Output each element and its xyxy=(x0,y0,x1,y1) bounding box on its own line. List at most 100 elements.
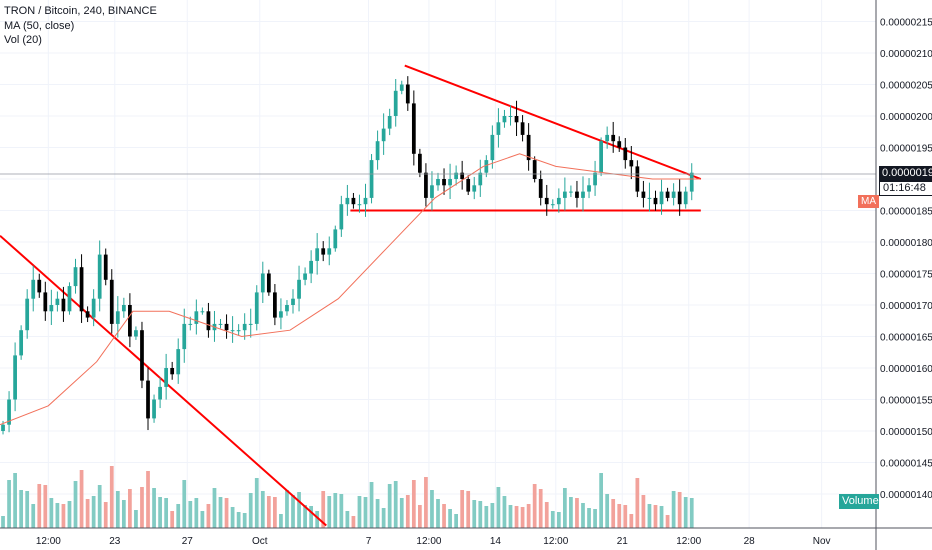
candle-body xyxy=(629,160,634,167)
candle-body xyxy=(659,191,664,205)
symbol-title: TRON / Bitcoin, 240, BINANCE xyxy=(4,5,157,17)
candle-body xyxy=(309,260,314,274)
candle-body xyxy=(224,323,229,331)
volume-bar xyxy=(146,471,150,528)
candle-body xyxy=(279,311,283,318)
volume-bar xyxy=(653,505,658,528)
y-tick-label: 0.00000155 xyxy=(880,396,932,407)
candle-body xyxy=(448,179,452,186)
volume-bar xyxy=(164,498,169,528)
candle-body xyxy=(91,298,96,318)
candle-body xyxy=(49,305,54,312)
candle-body xyxy=(321,248,326,255)
candle-body xyxy=(538,179,543,198)
volume-bar xyxy=(260,491,265,528)
volume-bar xyxy=(659,506,664,528)
x-tick-label: Nov xyxy=(813,536,831,547)
y-tick-label: 0.00000140 xyxy=(880,490,932,501)
volume-bar xyxy=(182,480,187,528)
candle-body xyxy=(170,368,175,375)
volume-bar xyxy=(454,514,458,528)
volume-bar xyxy=(629,514,634,528)
x-tick-label: 12:00 xyxy=(543,536,568,547)
volume-bar xyxy=(345,511,350,528)
candle-body xyxy=(418,153,422,173)
candle-body xyxy=(520,122,525,135)
candle-body xyxy=(387,116,392,129)
volume-bars xyxy=(1,466,694,528)
candle-body xyxy=(399,84,404,91)
volume-bar xyxy=(520,507,525,528)
volume-bar xyxy=(297,492,301,528)
volume-bar xyxy=(128,489,132,528)
volume-bar xyxy=(333,493,338,528)
candle-body xyxy=(581,191,585,198)
volume-bar xyxy=(7,480,11,528)
candle-body xyxy=(502,116,507,123)
candle-body xyxy=(194,311,199,324)
candle-body xyxy=(677,191,682,205)
volume-bar xyxy=(79,470,84,528)
volume-bar xyxy=(103,502,108,528)
candle-body xyxy=(230,330,235,332)
candle-body xyxy=(375,141,380,161)
candle-body xyxy=(285,305,289,312)
volume-bar xyxy=(442,504,446,528)
volume-bar xyxy=(641,495,646,528)
y-tick-label: 0.00000200 xyxy=(880,112,932,123)
candle-body xyxy=(653,197,658,205)
volume-bar xyxy=(502,496,507,528)
candle-body xyxy=(19,330,24,356)
volume-bar xyxy=(134,510,138,528)
volume-bar xyxy=(61,504,66,528)
candle-body xyxy=(508,116,513,117)
candle-body xyxy=(61,298,66,312)
volume-bar xyxy=(97,485,102,528)
candle-body xyxy=(484,160,489,173)
candle-body xyxy=(641,191,646,198)
candle-body xyxy=(182,323,187,350)
candle-body xyxy=(273,292,277,318)
candle-body xyxy=(134,330,138,337)
volume-bar xyxy=(375,499,380,528)
volume-bar xyxy=(538,489,543,528)
volume-bar xyxy=(635,478,640,528)
volume-bar xyxy=(544,502,549,528)
volume-bar xyxy=(224,498,229,528)
y-tick-label: 0.00000205 xyxy=(880,81,932,92)
candle-body xyxy=(25,298,30,331)
candle-body xyxy=(351,197,356,205)
volume-bar xyxy=(399,498,404,528)
candle-body xyxy=(363,197,368,205)
x-tick-label: 12:00 xyxy=(36,536,61,547)
candle-body xyxy=(514,116,519,123)
volume-bar xyxy=(188,501,193,528)
candle-body xyxy=(297,279,301,299)
moving-average-line xyxy=(0,153,701,426)
volume-bar xyxy=(496,487,501,528)
y-tick-label: 0.00000210 xyxy=(880,49,932,60)
candle-body xyxy=(291,298,295,305)
candle-body xyxy=(115,311,120,324)
candle-body xyxy=(466,179,471,192)
x-tick-label: 28 xyxy=(744,536,756,547)
volume-bar xyxy=(393,481,398,528)
x-tick-label: 14 xyxy=(490,536,502,547)
volume-bar xyxy=(671,491,676,528)
x-tick-label: Oct xyxy=(252,536,268,547)
volume-bar xyxy=(351,516,356,528)
volume-bar xyxy=(115,491,120,528)
candle-body xyxy=(381,128,386,142)
x-tick-label: 12:00 xyxy=(676,536,701,547)
volume-bar xyxy=(321,491,326,528)
chart-legend: TRON / Bitcoin, 240, BINANCE MA (50, clo… xyxy=(4,4,157,48)
candle-body xyxy=(67,286,72,312)
candle-body xyxy=(635,166,640,192)
volume-bar xyxy=(140,487,144,528)
volume-bar xyxy=(363,497,368,528)
volume-bar xyxy=(369,482,374,528)
candle-body xyxy=(339,204,344,230)
candle-body xyxy=(526,134,531,161)
y-tick-label: 0.00000180 xyxy=(880,238,932,249)
